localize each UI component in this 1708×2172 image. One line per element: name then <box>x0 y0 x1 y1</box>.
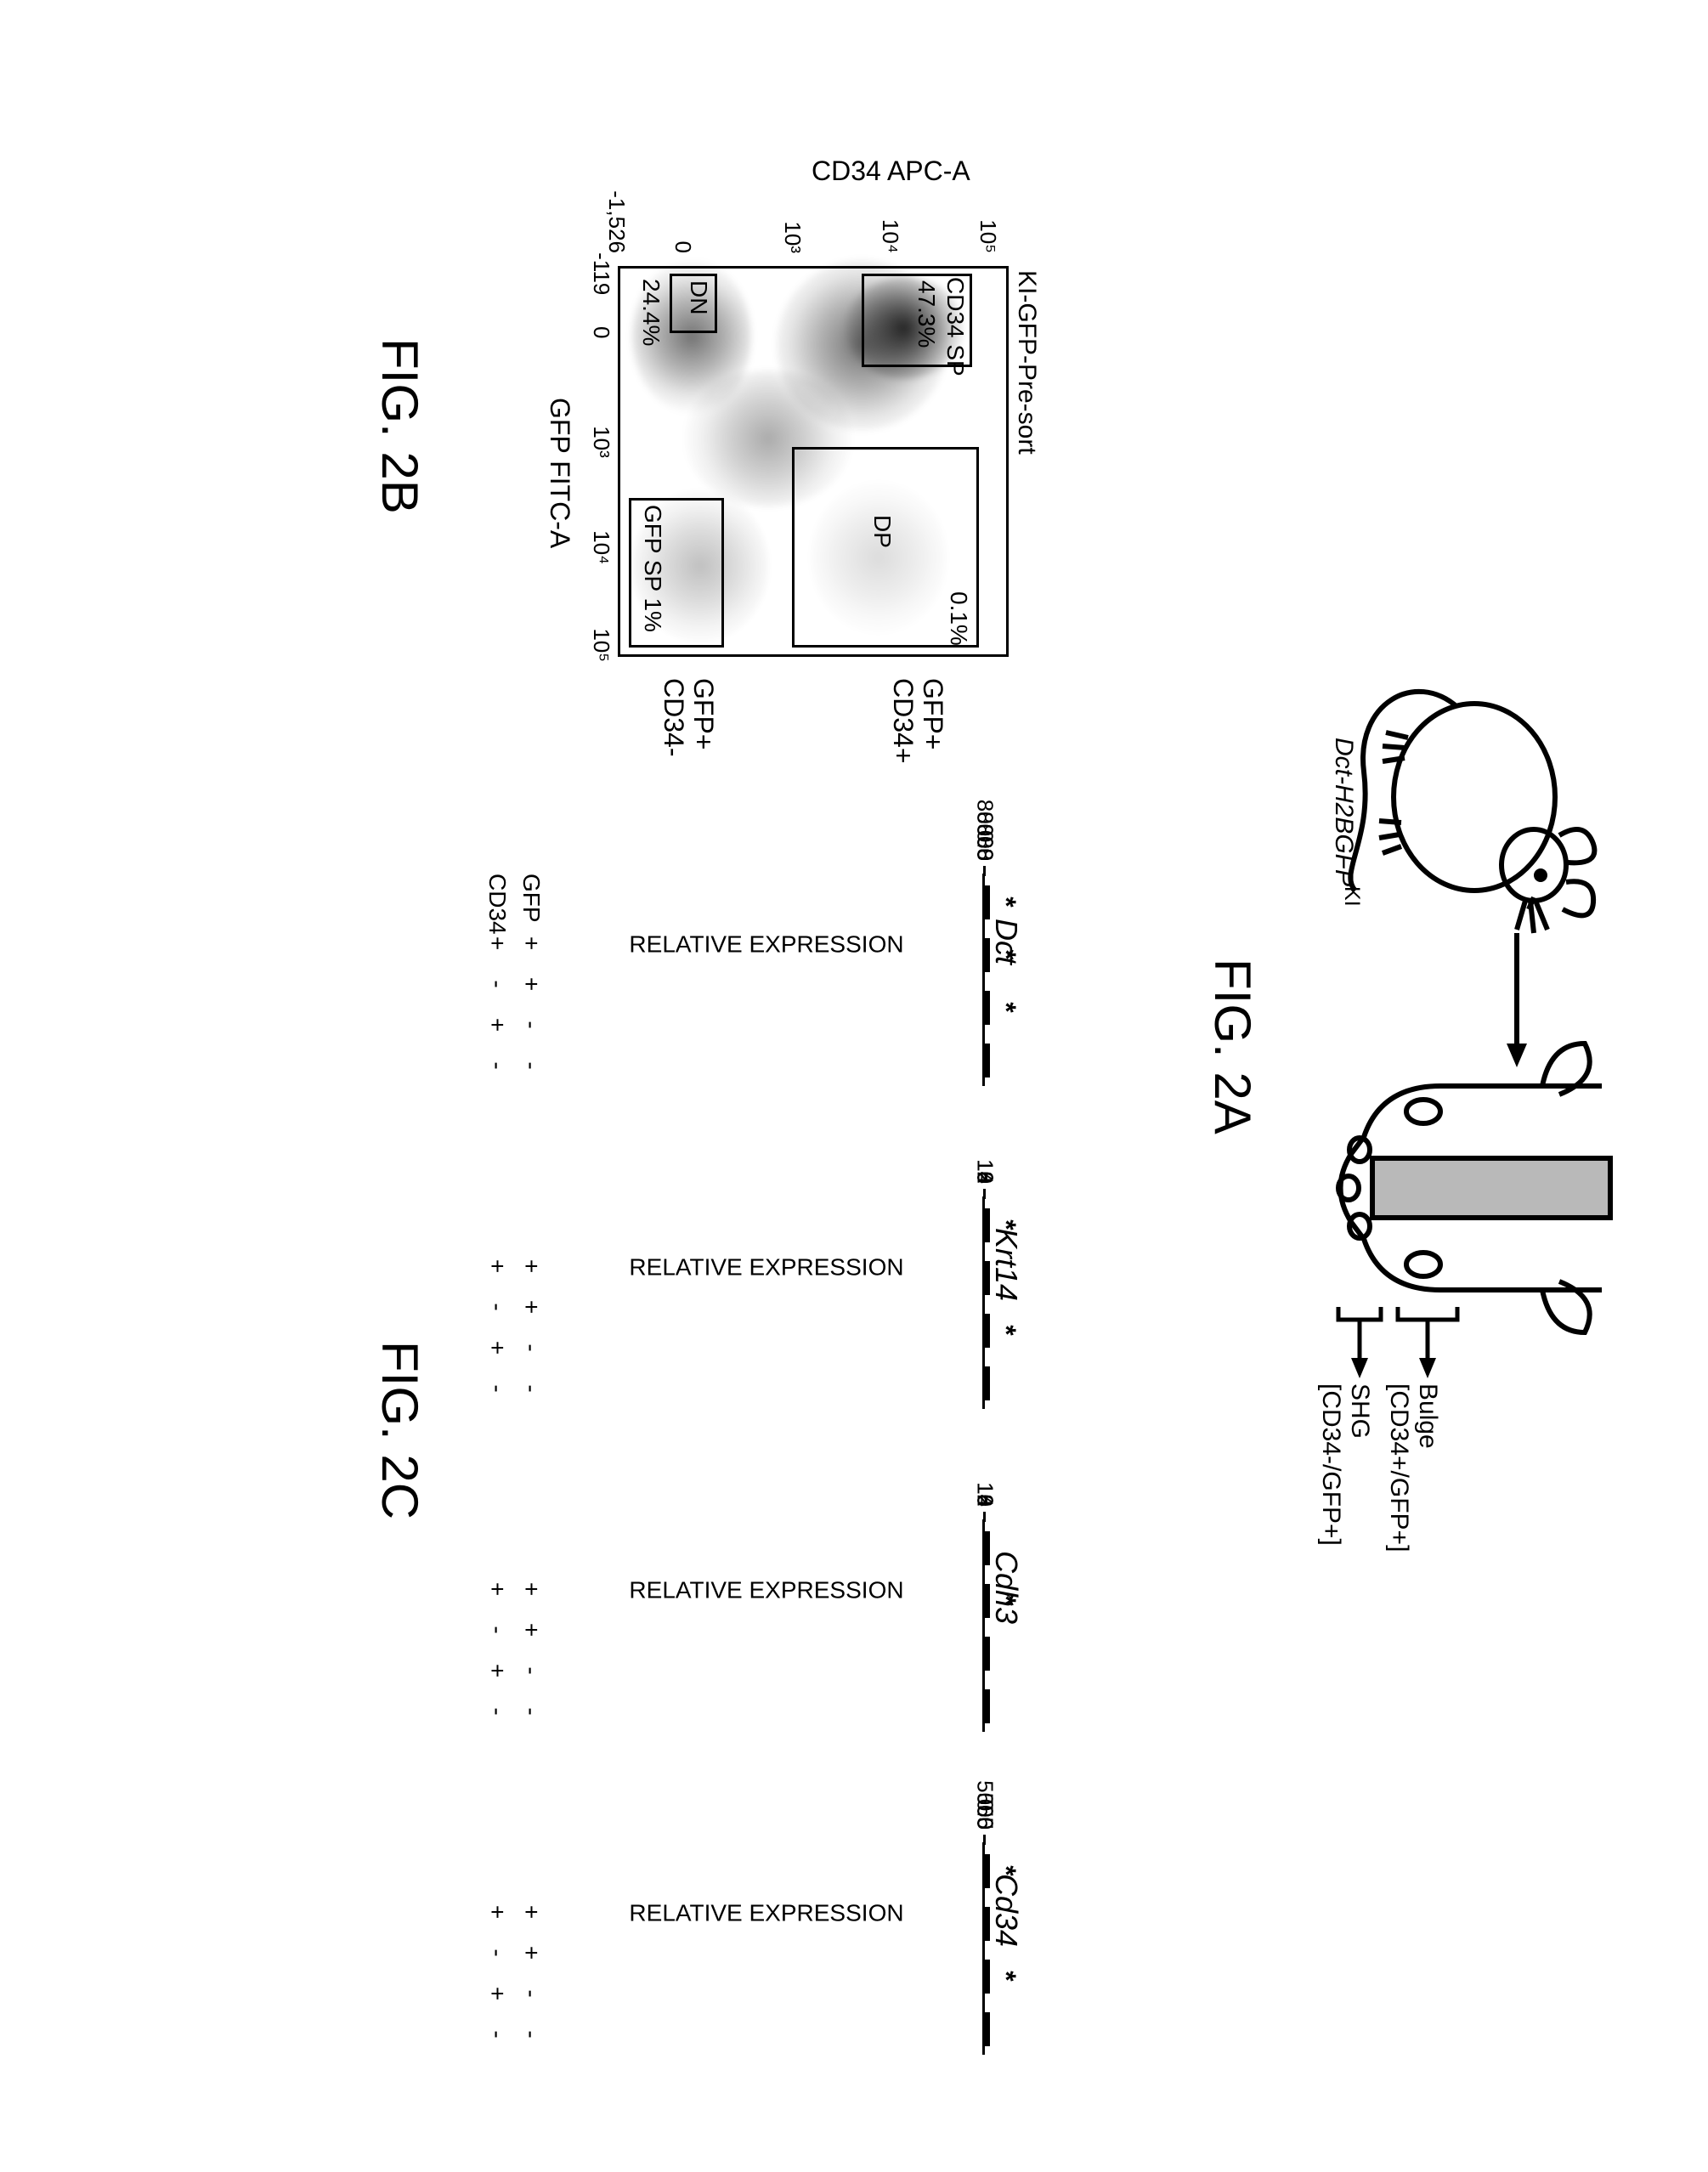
flow-plot-area: CD34 SP 47.3% 0.1% DP DN 24.4% GFP SP 1% <box>618 266 1009 657</box>
gate-dp-pct: 0.1% <box>945 591 972 646</box>
xcat-cell: - <box>517 1973 545 2014</box>
xcat-cell: - <box>484 1368 511 1409</box>
flow-ytick-label: 10⁵ <box>975 177 1001 253</box>
sig-marker: * <box>990 1595 1021 1605</box>
xcat-cell: + <box>517 1246 545 1287</box>
ytick-label: 5000 <box>972 1780 998 1845</box>
bulge-label: Bulge [CD34+/GFP+] <box>1384 1383 1442 1552</box>
xcat-cell: - <box>484 964 511 1004</box>
chart-plot-area: 0.8880800800080000*** <box>982 874 985 1086</box>
gate-dn-label: DN <box>685 280 712 314</box>
xcat-cell: + <box>517 1932 545 1973</box>
xcat-cell: - <box>517 1327 545 1368</box>
flow-ytick-label: 10⁴ <box>877 177 903 253</box>
xcat-cell: + <box>484 1569 511 1609</box>
xcat-cell: + <box>517 1569 545 1609</box>
flow-x-ticks: -119010³10⁴10⁵ <box>580 266 614 657</box>
xcat-cell: + <box>517 1287 545 1327</box>
panel-b: KI-GFP-Pre-sort CD34 APC-A CD34 SP 47.3%… <box>480 168 1024 695</box>
xcat-row-label: GFP <box>517 874 545 923</box>
flow-side-label-top: GFP+ CD34+ <box>888 678 947 764</box>
fig-2c-label: FIG. 2C <box>370 1341 429 1519</box>
xcat-cell: + <box>484 923 511 964</box>
xcat-cell: - <box>484 1045 511 1086</box>
chart-dct: DctRELATIVE EXPRESSION0.8880800800080000… <box>480 797 1024 1086</box>
sig-marker: * <box>990 1002 1021 1012</box>
gate-cd34sp-pct: 47.3% <box>913 280 940 348</box>
xcat-row-label: CD34 <box>484 874 511 923</box>
flow-y-ticks: -1,526010³10⁴10⁵ <box>618 202 1009 262</box>
xcat-cell: - <box>517 1650 545 1691</box>
xcat-cell: - <box>517 2014 545 2055</box>
chart-cd34: Cd34RELATIVE EXPRESSION0.55505005000**++… <box>480 1766 1024 2055</box>
flow-ytick-label: -1,526 <box>603 177 630 253</box>
chart-cdh3: Cdh3RELATIVE EXPRESSION0481216*++--+-+- <box>480 1443 1024 1732</box>
xcat-cell: + <box>517 1609 545 1650</box>
fig-2a-label: FIG. 2A <box>1203 959 1262 1134</box>
ytick-label: 16 <box>972 1482 998 1522</box>
chart-ylabel: RELATIVE EXPRESSION <box>629 1254 903 1281</box>
gate-cd34sp-label: CD34 SP <box>942 277 969 376</box>
ytick-label: 80000 <box>972 800 998 876</box>
xcat-cell: - <box>484 1932 511 1973</box>
flow-xtick-label: 10³ <box>588 426 614 458</box>
flow-x-axis-label: GFP FITC-A <box>544 398 575 548</box>
charts-row: DctRELATIVE EXPRESSION0.8880800800080000… <box>480 797 1024 2055</box>
sig-marker: * <box>990 1219 1021 1230</box>
fig-2b-label: FIG. 2B <box>370 338 429 514</box>
panel-c: DctRELATIVE EXPRESSION0.8880800800080000… <box>480 797 1024 2055</box>
xcat-cell: - <box>517 1004 545 1045</box>
flow-plot-title: KI-GFP-Pre-sort <box>1012 270 1041 455</box>
xcat-cell: - <box>517 1045 545 1086</box>
xcat-cell: + <box>517 923 545 964</box>
flow-xtick-label: 10⁴ <box>588 530 614 564</box>
sig-marker: * <box>990 897 1021 907</box>
bar <box>985 1637 990 1671</box>
xcat-cell: - <box>484 1287 511 1327</box>
xcat-cell: + <box>484 1004 511 1045</box>
chart-plot-area: 024681012** <box>982 1196 985 1409</box>
chart-krt14: Krt14RELATIVE EXPRESSION024681012**++--+… <box>480 1120 1024 1409</box>
ytick-label: 12 <box>972 1159 998 1199</box>
chart-plot-area: 0481216* <box>982 1519 985 1732</box>
mouse-genotype-label: Dct-H2BGFPKI <box>1329 738 1364 907</box>
xcat-cell: + <box>484 1246 511 1287</box>
xcat-cell: - <box>484 2014 511 2055</box>
flow-side-label-bottom: GFP+ CD34- <box>659 678 718 756</box>
xcat-cell: + <box>517 1892 545 1932</box>
xcat-cell: + <box>484 1973 511 2014</box>
flow-xtick-label: 10⁵ <box>588 628 614 662</box>
chart-ylabel: RELATIVE EXPRESSION <box>629 1900 903 1927</box>
flow-ytick-label: 10³ <box>779 177 806 253</box>
sig-marker: * <box>990 1865 1021 1875</box>
gate-gfpsp-label: GFP SP 1% <box>639 505 666 632</box>
panel-a: Dct-H2BGFPKI Bulge [CD34+/GFP+] SHG [CD3… <box>1279 678 1636 1528</box>
flow-xtick-label: 0 <box>588 326 614 338</box>
xcat-cell: - <box>517 1691 545 1732</box>
xcat-cell: + <box>517 964 545 1004</box>
xcat-cell: + <box>484 1327 511 1368</box>
sig-marker: * <box>990 1971 1021 1981</box>
gate-dp-label: DP <box>868 515 896 548</box>
chart-ylabel: RELATIVE EXPRESSION <box>629 1577 903 1604</box>
gate-dn-pct: 24.4% <box>637 279 665 346</box>
flow-xtick-label: -119 <box>588 252 614 295</box>
flow-ytick-label: 0 <box>670 177 696 253</box>
chart-ylabel: RELATIVE EXPRESSION <box>629 931 903 959</box>
shg-label: SHG [CD34-/GFP+] <box>1316 1383 1374 1546</box>
xcat-cell: + <box>484 1650 511 1691</box>
xcat-cell: - <box>517 1368 545 1409</box>
sig-marker: * <box>990 949 1021 959</box>
xcat-cell: - <box>484 1691 511 1732</box>
sig-marker: * <box>990 1325 1021 1335</box>
xcat-cell: - <box>484 1609 511 1650</box>
figure-page: Dct-H2BGFPKI Bulge [CD34+/GFP+] SHG [CD3… <box>55 66 1653 2106</box>
chart-plot-area: 0.55505005000** <box>982 1842 985 2055</box>
xcat-cell: + <box>484 1892 511 1932</box>
